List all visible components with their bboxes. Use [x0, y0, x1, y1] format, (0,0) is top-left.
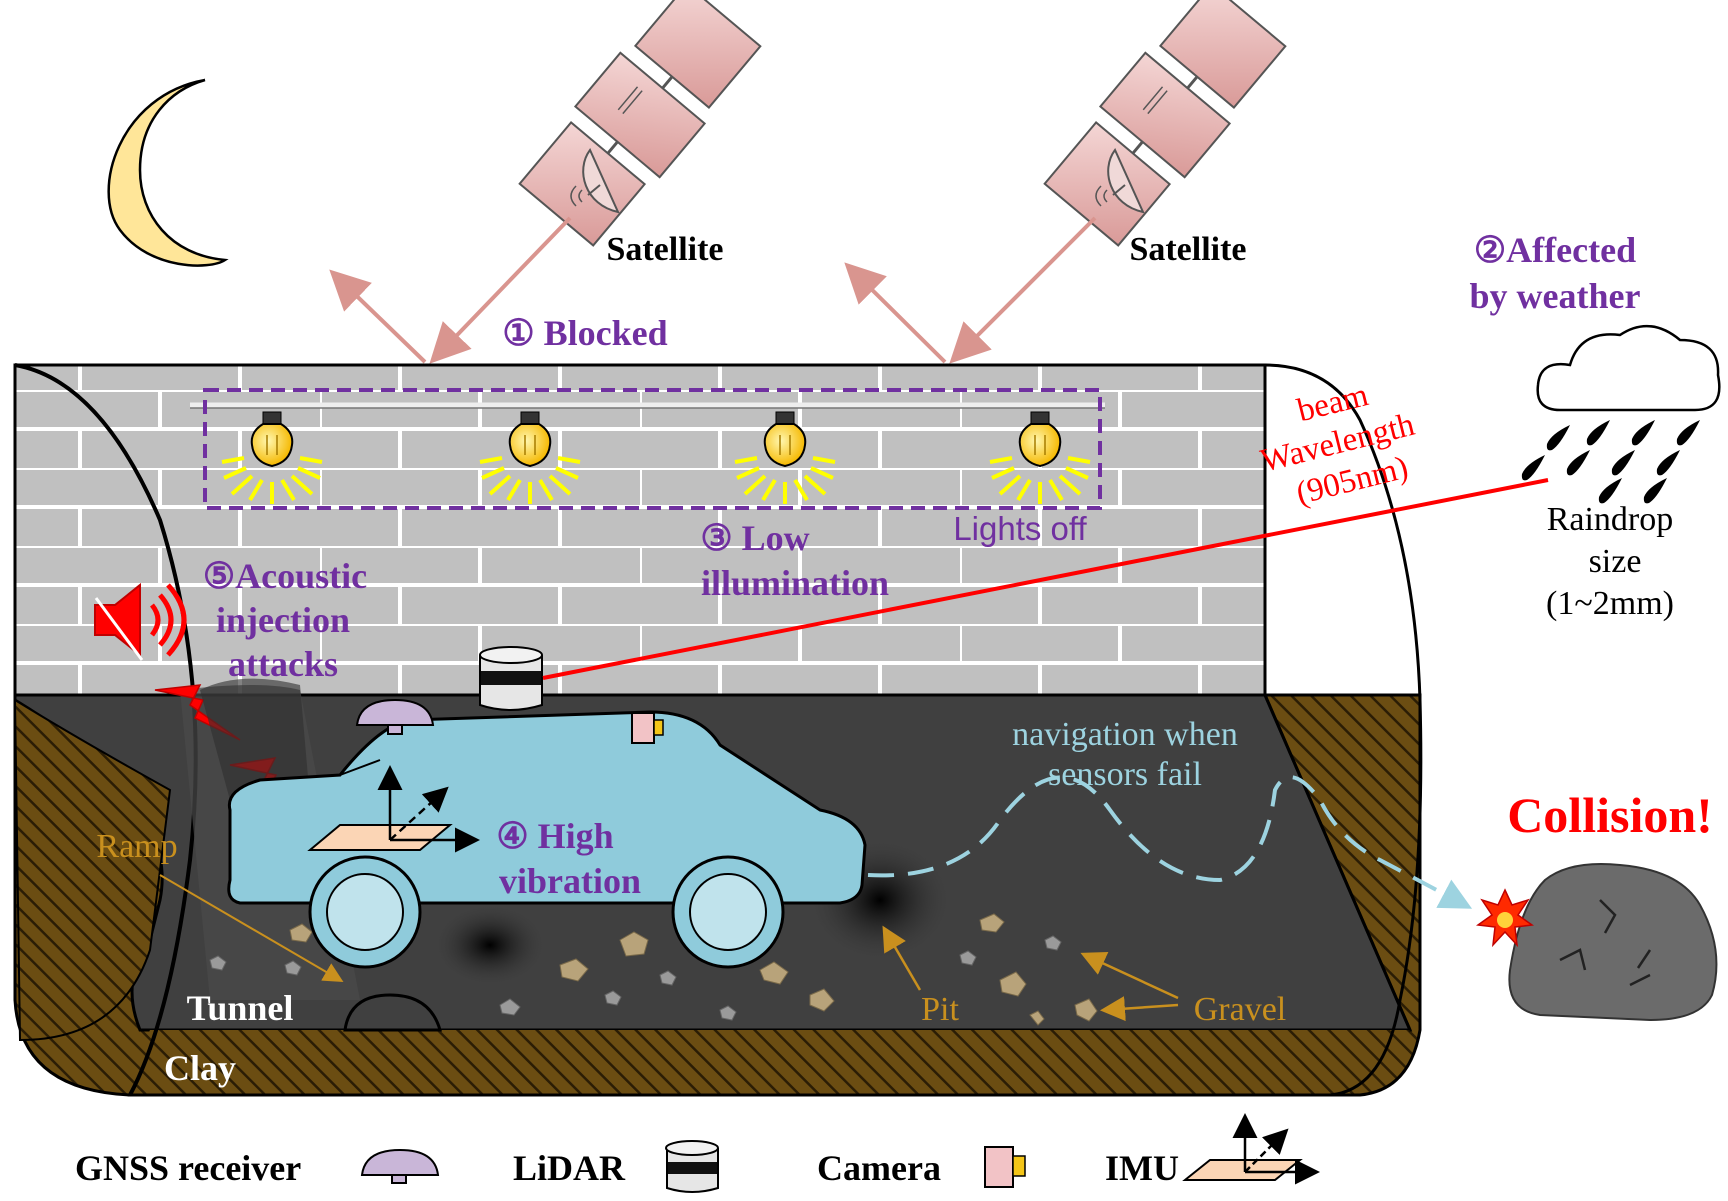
satellite-icon	[518, 0, 762, 247]
light-bulb-icon	[734, 411, 836, 504]
challenge-acoustic-label: attacks	[228, 644, 338, 684]
lights-off-label: Lights off	[953, 510, 1087, 547]
challenge-acoustic-label: ⑤Acoustic	[203, 556, 367, 596]
pit	[435, 905, 545, 985]
challenge-weather-label: ②Affected	[1474, 230, 1636, 270]
legend: GNSS receiver LiDAR Camera IMU	[75, 1113, 1320, 1193]
legend-label-camera: Camera	[817, 1148, 941, 1188]
challenge-vibration-label: ④ High	[496, 816, 613, 856]
navigation-label: navigation when	[1012, 716, 1238, 753]
legend-label-gnss: GNSS receiver	[75, 1148, 301, 1188]
satellite-label: Satellite	[606, 231, 723, 268]
imu-icon	[1182, 1113, 1320, 1185]
rock-icon	[1508, 863, 1718, 1022]
lidar-icon	[665, 1140, 719, 1193]
car-wheel	[308, 855, 422, 969]
satellite-signal-arrows	[329, 216, 1097, 364]
vehicle	[227, 646, 867, 969]
challenge-weather-label: by weather	[1470, 276, 1641, 316]
moon-icon	[107, 78, 229, 267]
satellite-label: Satellite	[1129, 231, 1246, 268]
collision-label: Collision!	[1507, 787, 1713, 843]
raindrop-size-label: size	[1589, 543, 1642, 580]
lights-dashed-box	[203, 388, 1102, 510]
light-bulb-icon	[221, 411, 323, 504]
gravel-stones	[289, 913, 1098, 1026]
challenge-vibration-label: vibration	[499, 861, 641, 901]
tunnel-mouth	[14, 363, 198, 1096]
ramp-label: Ramp	[96, 828, 177, 865]
beam-wavelength-label: beam Wavelength (905nm)	[1257, 377, 1418, 512]
light-bulb-icon	[989, 411, 1091, 504]
speaker-icon	[94, 582, 187, 661]
raindrops-icon	[1521, 420, 1700, 504]
challenge-low-illumination-label: ③ Low	[700, 518, 809, 558]
satellite-dish-icon	[570, 148, 620, 214]
tunnel-end-cap	[1264, 363, 1423, 1097]
satellite-dish-icon	[1095, 148, 1145, 214]
satellite-icon	[1043, 0, 1287, 247]
lidar-icon	[479, 646, 543, 711]
pit-label: Pit	[921, 991, 959, 1028]
legend-label-imu: IMU	[1105, 1148, 1179, 1188]
camera-icon	[631, 712, 664, 744]
raindrop-size-label: (1~2mm)	[1546, 585, 1674, 622]
gravel-label: Gravel	[1194, 991, 1287, 1028]
tunnel-label: Tunnel	[187, 988, 294, 1028]
imu-icon	[307, 765, 480, 853]
raindrop-size-label: Raindrop	[1547, 501, 1674, 538]
car-wheel	[671, 855, 785, 969]
camera-icon	[984, 1146, 1026, 1188]
collision-burst-icon	[1475, 888, 1535, 948]
challenge-low-illumination-label: illumination	[701, 563, 889, 603]
gnss-receiver-icon	[355, 698, 435, 735]
navigation-label: sensors fail	[1048, 756, 1202, 793]
challenge-acoustic-label: injection	[216, 600, 350, 640]
cloud-icon	[1536, 324, 1721, 412]
clay-label: Clay	[164, 1048, 236, 1088]
navigation-path	[867, 775, 1473, 909]
gnss-receiver-icon	[360, 1148, 440, 1184]
legend-label-lidar: LiDAR	[513, 1148, 626, 1188]
challenge-blocked-label: ① Blocked	[502, 313, 667, 353]
light-bulb-icon	[479, 411, 581, 504]
lidar-beam	[542, 478, 1549, 680]
